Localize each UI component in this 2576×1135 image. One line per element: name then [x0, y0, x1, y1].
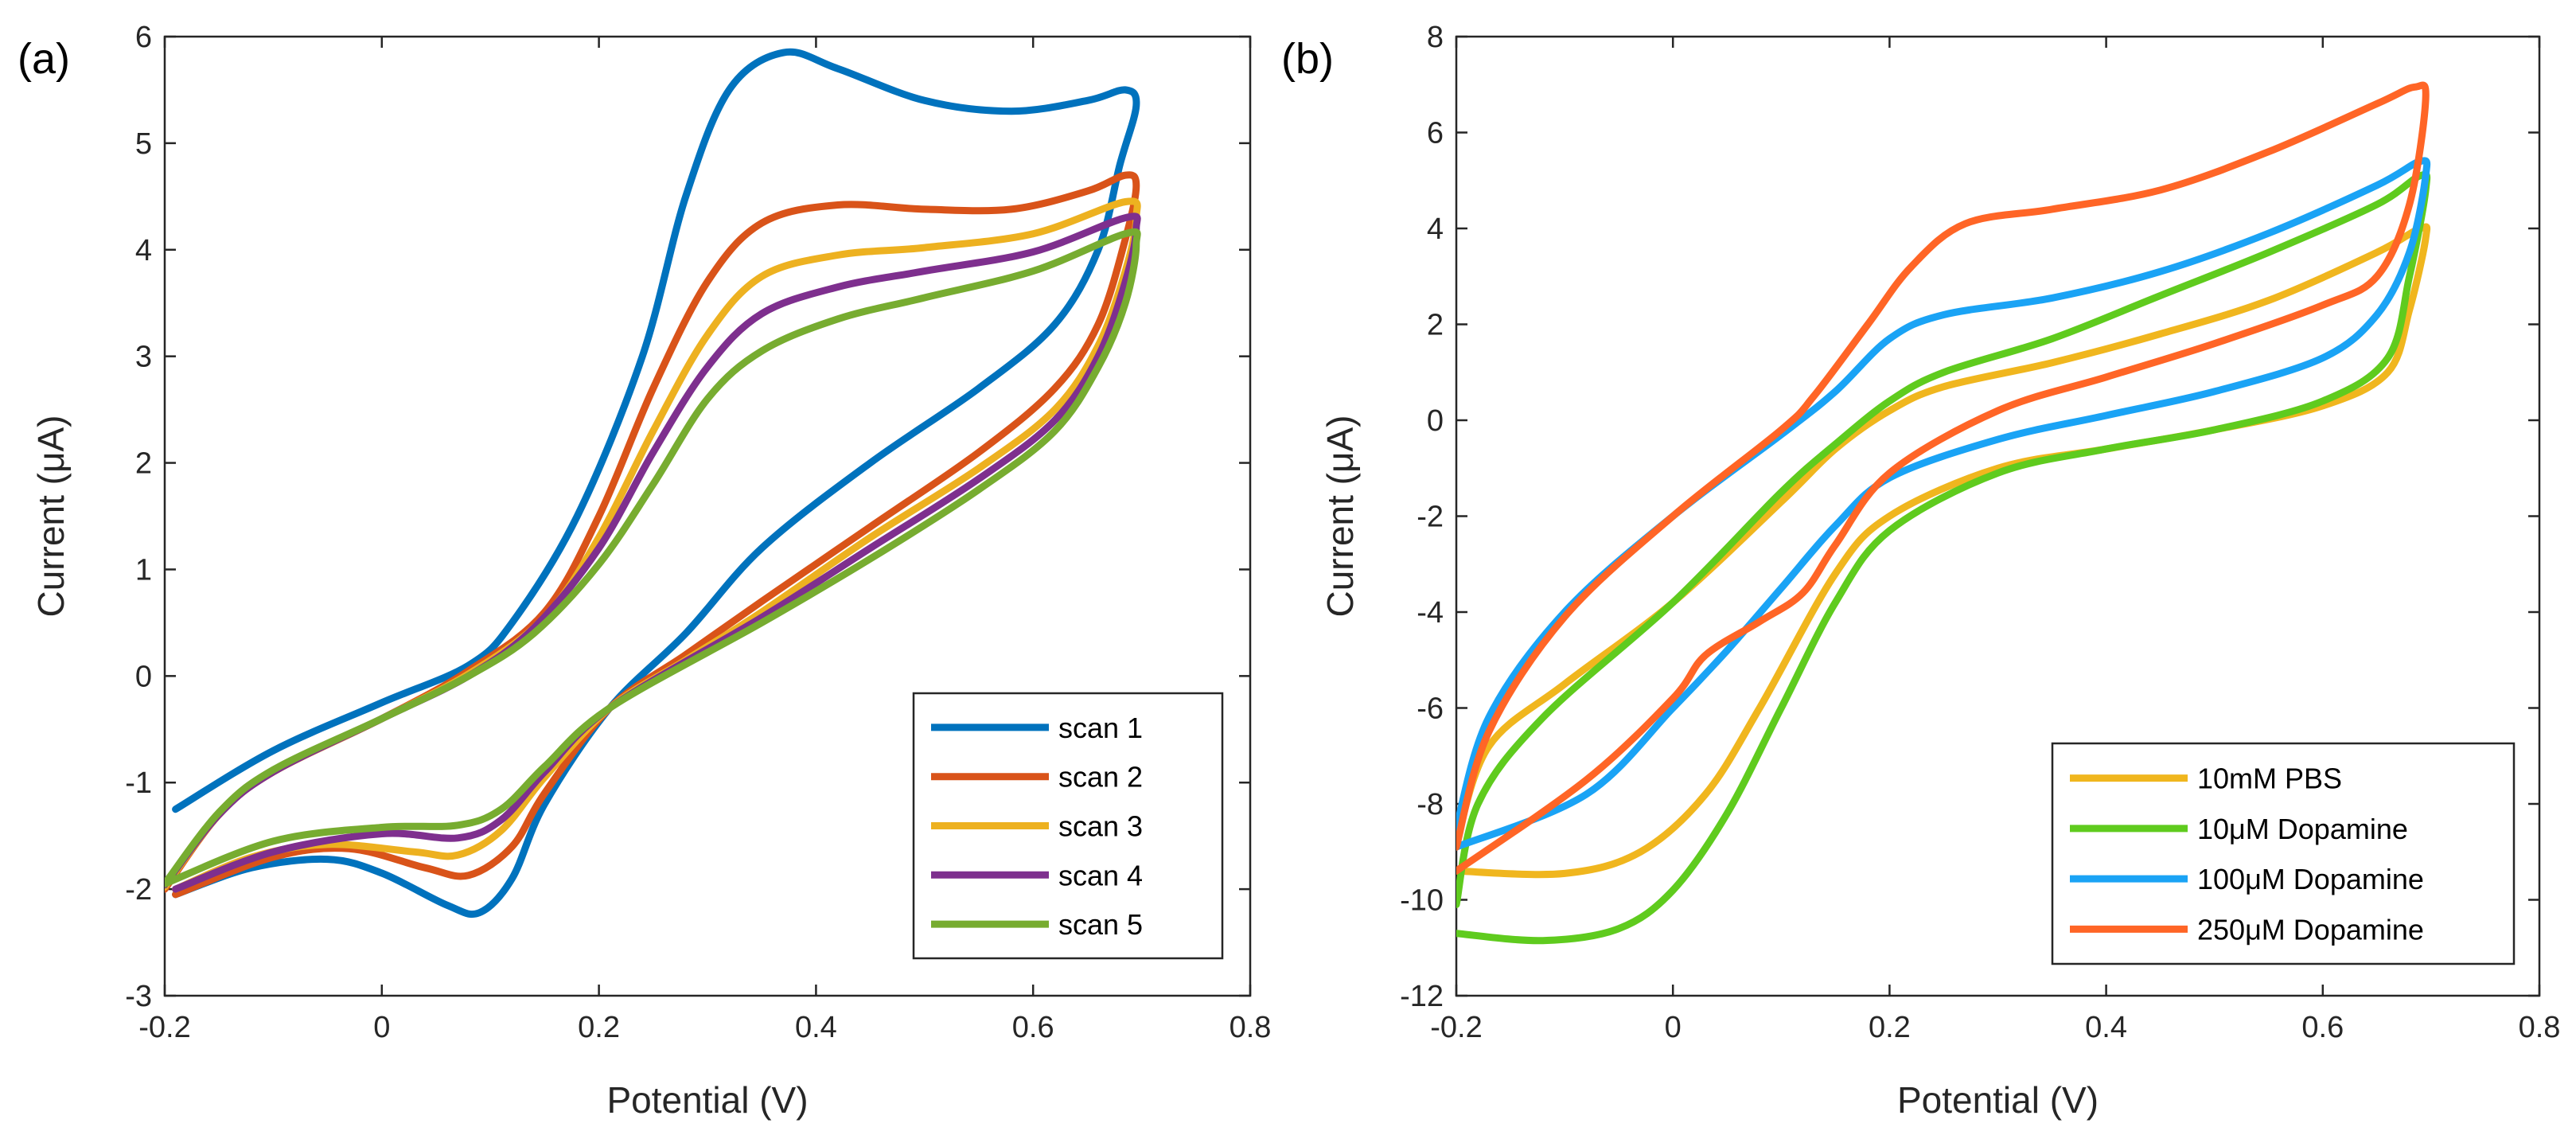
- y-tick-label: -10: [1400, 884, 1444, 918]
- legend-label: scan 4: [1058, 859, 1143, 891]
- panel-label: (b): [1281, 35, 1334, 83]
- y-tick-label: 6: [1427, 117, 1444, 150]
- x-tick-label: 0.8: [2519, 1011, 2561, 1044]
- series-line-scan-1: [172, 48, 1140, 919]
- y-tick-label: 1: [135, 553, 152, 587]
- y-tick-label: 2: [135, 447, 152, 481]
- y-tick-label: -12: [1400, 980, 1444, 1013]
- legend-label: scan 3: [1058, 810, 1143, 843]
- legend-label: 10mM PBS: [2197, 763, 2342, 795]
- y-tick-label: 0: [1427, 404, 1444, 438]
- y-tick-label: -1: [125, 766, 152, 800]
- x-tick-label: 0: [1665, 1011, 1682, 1044]
- x-tick-label: 0.8: [1230, 1011, 1272, 1044]
- chart-panel-1: -0.2 0 0.2 0.4 0.6 0.8 -12 -10 -8 -6 -4 -2 0 2 4 6 8 Pote…: [1281, 21, 2560, 1121]
- y-tick-label: 4: [135, 234, 152, 267]
- y-tick-label: -2: [1417, 501, 1444, 534]
- series-group: [165, 48, 1141, 919]
- legend-label: 100μM Dopamine: [2197, 863, 2424, 895]
- x-tick-label: 0.2: [1869, 1011, 1911, 1044]
- y-tick-label: -6: [1417, 692, 1444, 726]
- y-tick-label: 2: [1427, 309, 1444, 342]
- chart-panel-0: -0.2 0 0.2 0.4 0.6 0.8 -3 -2 -1 0 1 2 3 4 5 6 Potential …: [18, 21, 1271, 1121]
- series-line-10mm-pbs: [1456, 223, 2431, 879]
- x-axis-label: Potential (V): [1897, 1079, 2099, 1121]
- y-axis-label: Current (μA): [1319, 415, 1361, 618]
- series-line-250-m-dopamine: [1456, 81, 2430, 875]
- y-tick-label: 4: [1427, 213, 1444, 246]
- legend-label: 250μM Dopamine: [2197, 913, 2424, 946]
- legend: 10mM PBS 10μM Dopamine 100μM Dopamine 250μM…: [2051, 742, 2516, 965]
- x-tick-label: 0.4: [2085, 1011, 2127, 1044]
- y-tick-label: -8: [1417, 788, 1444, 821]
- x-tick-label: -0.2: [1430, 1011, 1482, 1044]
- y-tick-label: -4: [1417, 596, 1444, 630]
- y-tick-label: 0: [135, 660, 152, 693]
- x-tick-label: 0.4: [795, 1011, 837, 1044]
- x-tick-label: 0.6: [1012, 1011, 1054, 1044]
- y-tick-label: 6: [135, 21, 152, 54]
- series-group: [1456, 81, 2431, 945]
- x-axis-label: Potential (V): [606, 1079, 808, 1121]
- y-tick-label: -2: [125, 873, 152, 907]
- y-tick-label: 3: [135, 341, 152, 374]
- x-tick-label: 0.2: [578, 1011, 620, 1044]
- legend-label: scan 1: [1058, 712, 1143, 744]
- x-tick-label: -0.2: [138, 1011, 190, 1044]
- legend-label: scan 5: [1058, 908, 1143, 941]
- y-tick-label: 8: [1427, 21, 1444, 54]
- x-tick-label: 0.6: [2301, 1011, 2344, 1044]
- y-tick-label: 5: [135, 127, 152, 161]
- panel-label: (a): [18, 35, 70, 83]
- y-axis-label: Current (μA): [30, 415, 72, 618]
- legend-label: 10μM Dopamine: [2197, 813, 2408, 845]
- y-tick-label: -3: [125, 980, 152, 1013]
- x-tick-label: 0: [373, 1011, 390, 1044]
- legend: scan 1 scan 2 scan 3 scan 4 scan 5: [912, 692, 1224, 960]
- legend-label: scan 2: [1058, 761, 1143, 794]
- series-line-scan-5: [165, 228, 1141, 887]
